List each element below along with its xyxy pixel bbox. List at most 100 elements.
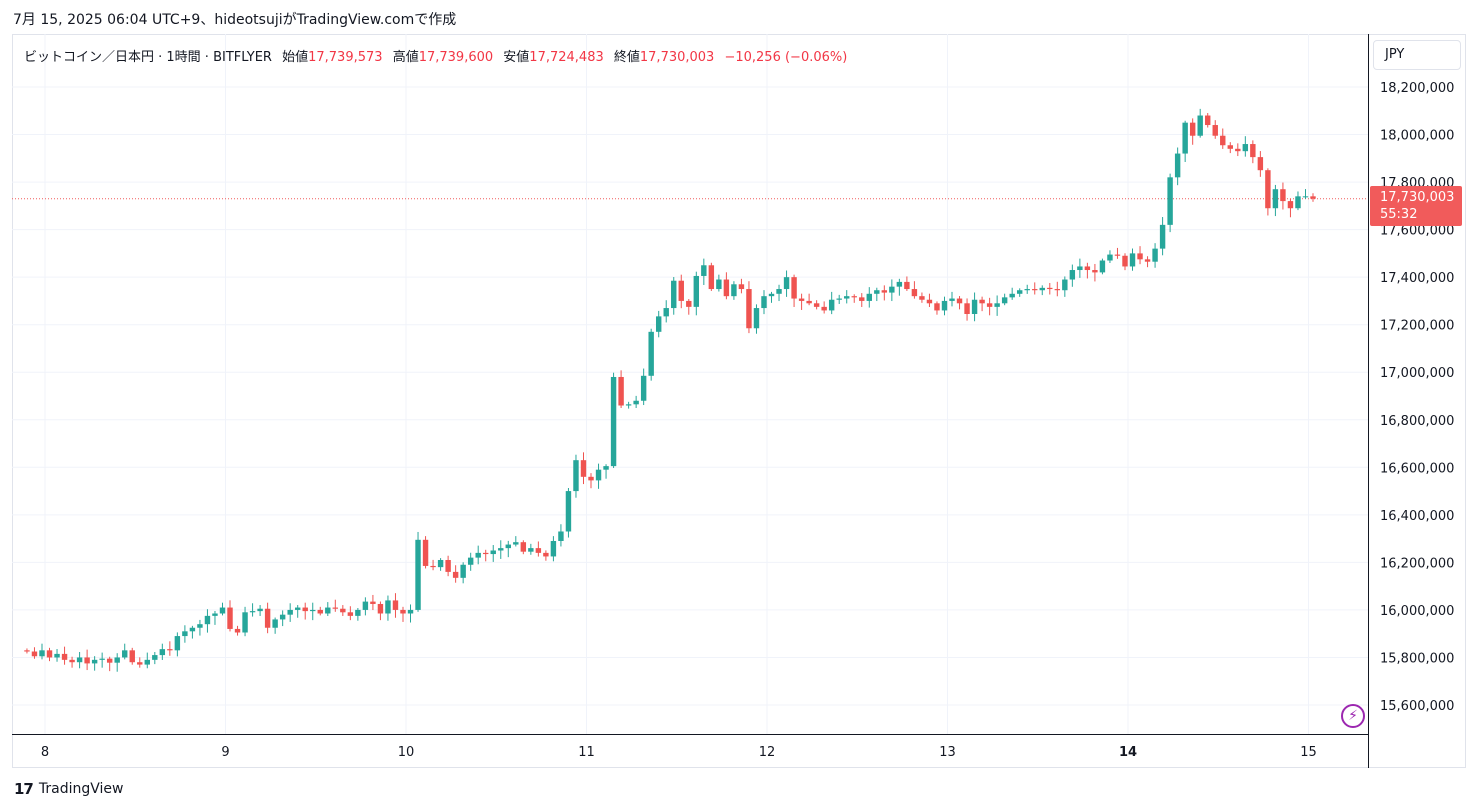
- candle-down: [964, 303, 970, 314]
- candle-down: [926, 299, 933, 304]
- candle-up: [182, 631, 188, 637]
- candle-down: [520, 542, 527, 552]
- candle-down: [791, 277, 797, 299]
- y-tick-label: 15,600,000: [1380, 699, 1454, 714]
- y-tick-label: 17,000,000: [1380, 366, 1454, 381]
- candle-down: [588, 476, 594, 481]
- candle-down: [347, 612, 354, 616]
- candle-down: [445, 560, 451, 572]
- candle-up: [896, 281, 903, 287]
- candle-up: [204, 615, 211, 625]
- candle-down: [31, 651, 38, 657]
- candle-down: [1092, 270, 1098, 273]
- candle-down: [580, 460, 587, 477]
- candle-down: [392, 600, 399, 610]
- candle-down: [400, 609, 406, 614]
- candle-up: [1024, 289, 1030, 291]
- candle-down: [24, 650, 30, 652]
- candle-down: [1054, 289, 1061, 291]
- candle-up: [1174, 153, 1181, 178]
- candle-down: [264, 608, 271, 628]
- candle-up: [1107, 254, 1113, 261]
- candle-up: [212, 613, 218, 616]
- candle-up: [1272, 189, 1279, 209]
- x-tick-label: 10: [398, 745, 415, 760]
- candle-up: [490, 550, 496, 555]
- candle-up: [1242, 144, 1249, 152]
- chart-caption: 7月 15, 2025 06:04 UTC+9、hideotsujiがTradi…: [13, 12, 457, 28]
- y-tick-label: 16,400,000: [1380, 509, 1454, 524]
- candle-up: [874, 290, 880, 294]
- legend-symbol[interactable]: ビットコイン／日本円 · 1時間 · BITFLYER: [24, 50, 272, 65]
- chart-frame[interactable]: [12, 34, 1466, 768]
- x-tick-label: 15: [1300, 745, 1317, 760]
- candle-down: [1047, 287, 1053, 290]
- candle-down: [686, 300, 692, 307]
- candle-up: [663, 308, 669, 317]
- candle-up: [467, 557, 474, 565]
- candle-up: [761, 296, 767, 309]
- candle-down: [317, 609, 323, 614]
- candle-down: [370, 601, 376, 604]
- candle-up: [671, 280, 677, 309]
- candle-up: [866, 293, 872, 301]
- candle-down: [1137, 253, 1143, 260]
- candle-down: [986, 303, 993, 307]
- candle-up: [242, 612, 248, 633]
- candle-down: [1205, 115, 1211, 126]
- candle-up: [603, 466, 609, 470]
- candle-up: [693, 275, 700, 307]
- candle-down: [430, 565, 436, 568]
- candle-down: [1114, 254, 1121, 256]
- candle-up: [362, 601, 369, 610]
- candle-up: [144, 659, 150, 665]
- candle-down: [806, 300, 812, 304]
- candle-down: [1122, 255, 1128, 267]
- candle-down: [422, 539, 429, 566]
- tradingview-brand[interactable]: 17 TradingView: [14, 780, 123, 798]
- y-tick-label: 18,000,000: [1380, 129, 1454, 144]
- candle-up: [595, 469, 602, 481]
- candle-up: [1197, 115, 1203, 136]
- lightning-icon[interactable]: ⚡: [1341, 704, 1365, 728]
- candle-up: [355, 609, 361, 616]
- candle-down: [979, 299, 985, 304]
- candle-down: [1257, 157, 1264, 171]
- y-tick-label: 16,000,000: [1380, 604, 1454, 619]
- currency-label[interactable]: JPY: [1373, 40, 1461, 70]
- candle-up: [1039, 287, 1045, 291]
- candle-up: [272, 619, 278, 628]
- candle-up: [1302, 196, 1309, 198]
- candle-down: [911, 289, 918, 297]
- candle-up: [99, 658, 105, 660]
- candle-up: [114, 657, 120, 663]
- candle-down: [1227, 145, 1233, 149]
- candle-up: [941, 300, 948, 311]
- last-price-tag: 17,730,003 55:32: [1370, 186, 1462, 226]
- candle-up: [844, 296, 850, 299]
- candle-down: [1212, 125, 1218, 136]
- candle-up: [513, 542, 519, 545]
- candle-up: [294, 607, 301, 610]
- candle-up: [994, 303, 1000, 307]
- candle-up: [889, 286, 895, 293]
- candle-up: [1001, 297, 1008, 304]
- candle-up: [550, 540, 557, 557]
- candle-up: [1182, 122, 1188, 154]
- last-price-value: 17,730,003: [1380, 190, 1455, 205]
- candle-up: [152, 655, 158, 660]
- candle-up: [174, 636, 181, 651]
- candle-down: [618, 376, 624, 406]
- y-tick-label: 16,800,000: [1380, 414, 1454, 429]
- y-tick-label: 18,200,000: [1380, 81, 1454, 96]
- candle-down: [1189, 122, 1196, 136]
- candle-up: [249, 611, 256, 613]
- legend-high-value: 17,739,600: [418, 50, 494, 65]
- y-tick-label: 17,600,000: [1380, 224, 1454, 239]
- candle-down: [340, 608, 346, 613]
- candle-down: [483, 552, 489, 555]
- candle-down: [69, 659, 75, 663]
- candle-down: [881, 290, 888, 293]
- x-tick-label: 11: [578, 745, 595, 760]
